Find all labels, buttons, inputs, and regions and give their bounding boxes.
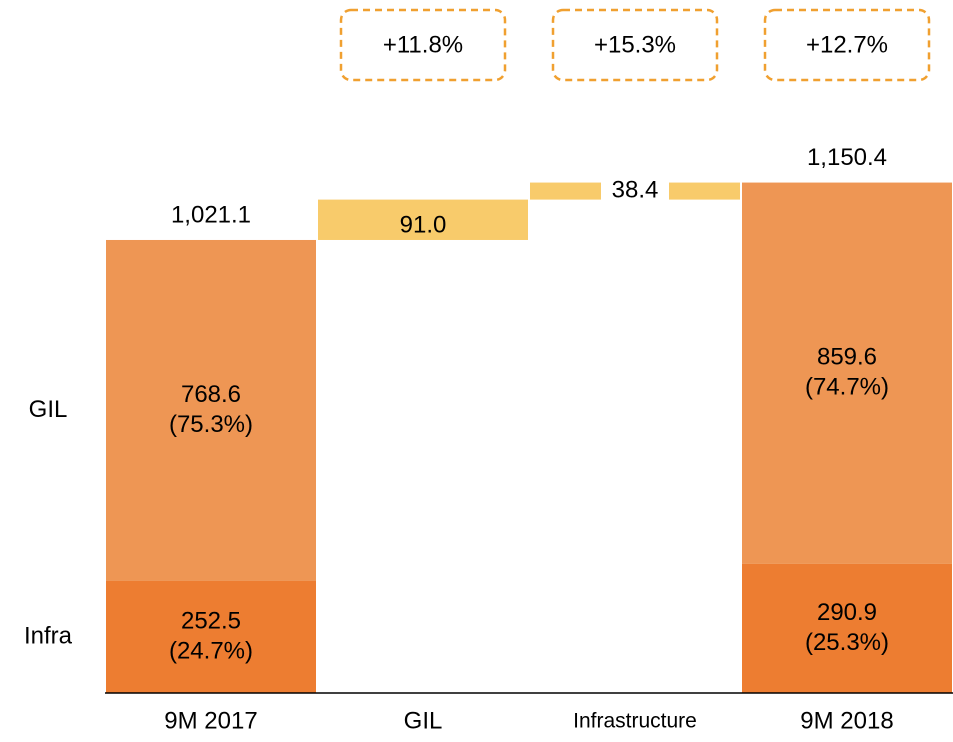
- bar-segment: [106, 580, 316, 693]
- bar-segment: [742, 182, 952, 564]
- share-label: (74.7%): [805, 374, 889, 401]
- growth-box: [763, 8, 931, 82]
- label-bg: [601, 178, 669, 205]
- increment-bar: [318, 199, 528, 240]
- bar-segment: [106, 239, 316, 581]
- growth-label: +15.3%: [594, 31, 676, 58]
- x-tick-label: GIL: [404, 707, 443, 734]
- total-label: 1,150.4: [807, 144, 887, 171]
- x-tick-label: 9M 2018: [800, 707, 893, 734]
- value-label: 859.6: [817, 344, 877, 371]
- share-label: (25.3%): [805, 629, 889, 656]
- value-label: 38.4: [612, 176, 659, 203]
- growth-box: [339, 8, 507, 82]
- total-label: 1,021.1: [171, 201, 251, 228]
- bar-segment: [742, 563, 952, 693]
- value-label: 290.9: [817, 599, 877, 626]
- series-label: Infra: [24, 622, 73, 649]
- share-label: (75.3%): [169, 411, 253, 438]
- growth-label: +12.7%: [806, 31, 888, 58]
- value-label: 91.0: [400, 211, 447, 238]
- value-label: 768.6: [181, 381, 241, 408]
- share-label: (24.7%): [169, 637, 253, 664]
- value-label: 252.5: [181, 607, 241, 634]
- x-tick-label: Infrastructure: [573, 710, 697, 733]
- series-label: GIL: [29, 396, 68, 423]
- x-tick-label: 9M 2017: [164, 707, 257, 734]
- growth-box: [551, 8, 719, 82]
- growth-label: +11.8%: [383, 31, 463, 58]
